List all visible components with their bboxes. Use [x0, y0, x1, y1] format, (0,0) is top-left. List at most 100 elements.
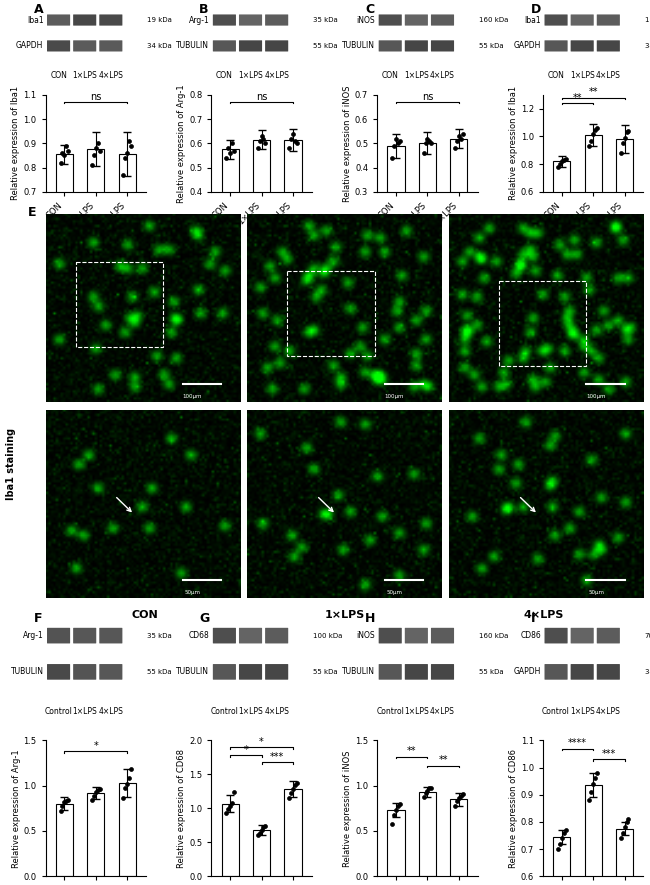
- Point: [63, 143, 73, 158]
- Point: [456, 132, 466, 146]
- Text: 35 kDa: 35 kDa: [147, 633, 172, 639]
- Text: TUBULIN: TUBULIN: [342, 42, 375, 50]
- Point: [122, 777, 133, 791]
- Text: F: F: [33, 612, 42, 625]
- FancyBboxPatch shape: [213, 14, 236, 26]
- Text: iNOS: iNOS: [357, 16, 375, 25]
- Point: [395, 134, 405, 148]
- FancyBboxPatch shape: [571, 627, 593, 643]
- Point: [623, 124, 634, 138]
- FancyBboxPatch shape: [431, 41, 454, 51]
- FancyBboxPatch shape: [379, 627, 402, 643]
- Text: Arg-1: Arg-1: [188, 16, 209, 25]
- Text: 34 kDa: 34 kDa: [147, 42, 172, 49]
- Text: G: G: [200, 612, 209, 625]
- Text: Arg-1: Arg-1: [23, 631, 44, 640]
- Point: [391, 803, 401, 817]
- Bar: [87, 793, 105, 876]
- Text: Control: Control: [542, 707, 570, 716]
- Point: [458, 787, 468, 801]
- Point: [450, 798, 460, 812]
- Point: [284, 791, 294, 805]
- Bar: [118, 783, 136, 876]
- Point: [426, 136, 436, 150]
- Text: 1×LPS: 1×LPS: [72, 71, 97, 81]
- Y-axis label: Relative expression of CD68: Relative expression of CD68: [177, 749, 187, 868]
- Text: Iba1: Iba1: [525, 16, 541, 25]
- FancyBboxPatch shape: [239, 664, 262, 680]
- Text: I: I: [531, 612, 536, 625]
- Text: H: H: [365, 612, 376, 625]
- Bar: [450, 799, 467, 876]
- Text: B: B: [200, 3, 209, 16]
- Point: [124, 772, 135, 786]
- Bar: [450, 139, 467, 265]
- Point: [227, 796, 237, 810]
- FancyBboxPatch shape: [571, 41, 593, 51]
- Point: [88, 789, 99, 803]
- Bar: [222, 804, 239, 876]
- Point: [424, 781, 434, 796]
- FancyBboxPatch shape: [405, 14, 428, 26]
- Text: iNOS: iNOS: [357, 631, 375, 640]
- Point: [419, 790, 429, 804]
- Point: [586, 134, 597, 148]
- Text: Control: Control: [45, 707, 73, 716]
- Text: 4×LPS: 4×LPS: [98, 707, 124, 716]
- Point: [253, 828, 263, 843]
- Point: [223, 141, 233, 155]
- Point: [290, 778, 300, 792]
- Point: [88, 149, 99, 163]
- Point: [290, 134, 300, 148]
- Text: 1×LPS: 1×LPS: [72, 707, 97, 716]
- Text: E: E: [27, 206, 36, 219]
- Point: [61, 794, 72, 808]
- Point: [422, 784, 433, 798]
- FancyBboxPatch shape: [431, 627, 454, 643]
- Point: [619, 131, 630, 145]
- FancyBboxPatch shape: [99, 14, 122, 26]
- Point: [258, 132, 268, 146]
- Text: ***: ***: [602, 749, 616, 758]
- Point: [57, 146, 68, 160]
- Text: 35 kDa: 35 kDa: [313, 17, 337, 23]
- Point: [292, 136, 302, 150]
- FancyBboxPatch shape: [265, 627, 288, 643]
- Text: 1×LPS: 1×LPS: [570, 707, 595, 716]
- Bar: [76, 262, 163, 347]
- Point: [55, 156, 66, 170]
- Point: [558, 826, 569, 840]
- Point: [395, 796, 405, 811]
- Text: CON: CON: [216, 71, 233, 81]
- FancyBboxPatch shape: [405, 41, 428, 51]
- FancyBboxPatch shape: [99, 664, 122, 680]
- Bar: [419, 143, 436, 265]
- Point: [621, 815, 632, 829]
- Point: [125, 762, 136, 776]
- FancyBboxPatch shape: [47, 664, 70, 680]
- Y-axis label: Relative expression of Arg-1: Relative expression of Arg-1: [12, 749, 21, 867]
- Text: 160 kDa: 160 kDa: [478, 17, 508, 23]
- Text: 19 kDa: 19 kDa: [147, 17, 172, 23]
- Point: [225, 798, 235, 812]
- Point: [223, 802, 233, 816]
- Y-axis label: Relative expression of iNOS: Relative expression of iNOS: [343, 85, 352, 202]
- Text: ****: ****: [568, 738, 587, 748]
- Point: [389, 808, 399, 822]
- Point: [292, 775, 302, 789]
- Point: [458, 127, 468, 141]
- FancyBboxPatch shape: [545, 14, 567, 26]
- FancyBboxPatch shape: [379, 41, 402, 51]
- Point: [284, 141, 294, 155]
- Point: [253, 141, 263, 155]
- Y-axis label: Relative expression of Iba1: Relative expression of Iba1: [12, 87, 20, 200]
- FancyBboxPatch shape: [73, 664, 96, 680]
- Point: [63, 793, 73, 807]
- Text: 100μm: 100μm: [586, 394, 606, 399]
- Text: 4×LPS: 4×LPS: [430, 71, 455, 81]
- Text: 55 kDa: 55 kDa: [147, 669, 172, 675]
- Point: [387, 150, 397, 165]
- Bar: [253, 140, 270, 289]
- Text: 1×LPS: 1×LPS: [404, 71, 429, 81]
- Bar: [253, 830, 270, 876]
